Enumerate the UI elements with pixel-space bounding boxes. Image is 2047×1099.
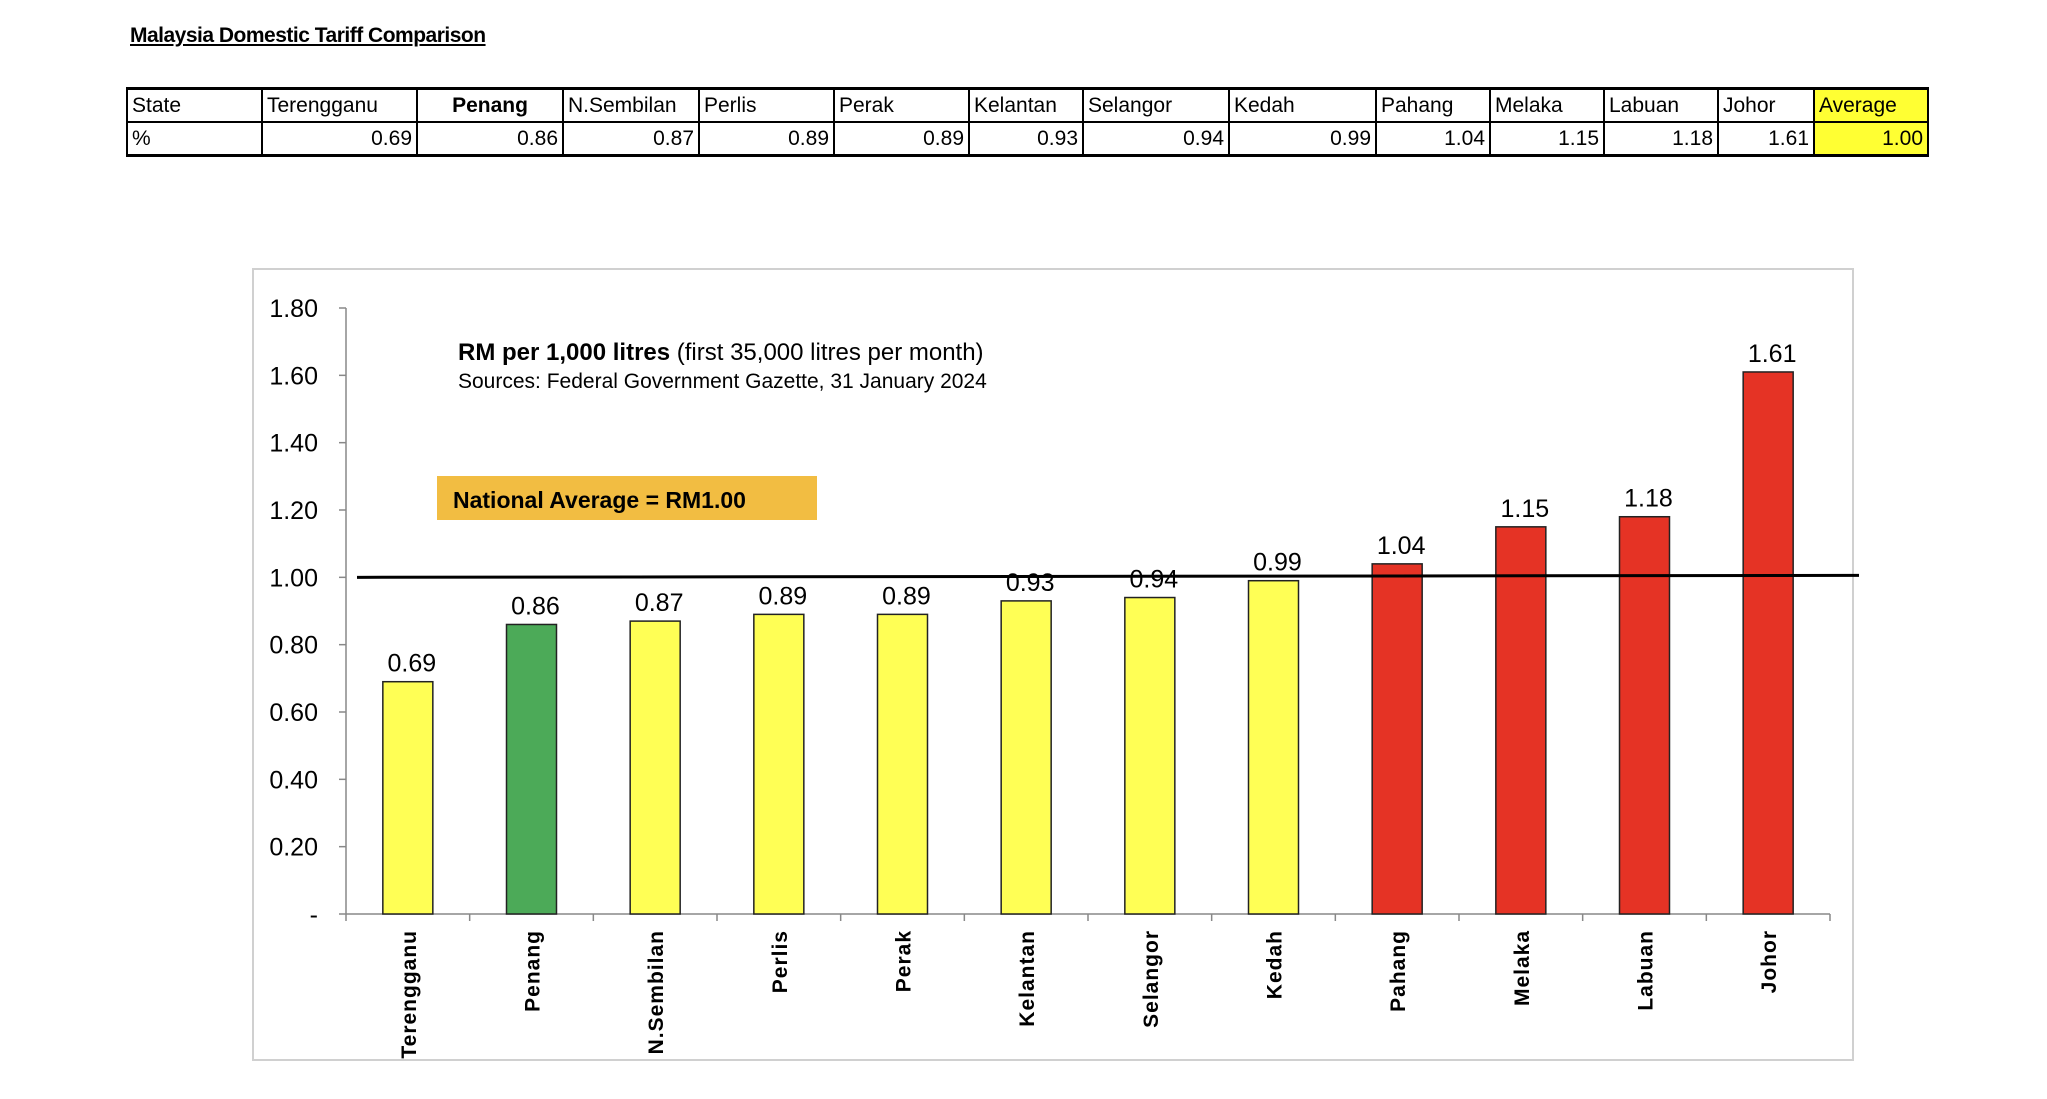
bar [1742,371,1794,915]
header-cell-state: State [126,87,263,123]
data-label: 0.99 [1253,549,1302,577]
bar [505,623,558,915]
y-tick-label: 1.20 [269,497,318,525]
data-label: 0.87 [635,589,684,617]
data-label: 0.69 [387,650,436,678]
tariff-table: State Terengganu Penang N.Sembilan Perlis Per… [126,87,1929,157]
state-cell: Average [1813,87,1929,123]
data-label: 0.93 [1006,569,1055,597]
bar [876,613,929,915]
state-cell: Kelantan [968,87,1084,123]
state-cell: N.Sembilan [562,87,700,123]
bar [1124,596,1176,915]
bar [629,620,681,915]
x-tick-label: Kedah [1264,930,1287,999]
x-tick-label: Melaka [1511,930,1534,1006]
data-label: 1.61 [1748,340,1797,368]
state-cell: Perlis [698,87,835,123]
x-tick-label: Terengganu [398,930,421,1059]
data-label: 1.18 [1624,485,1673,513]
x-tick-label: Labuan [1635,930,1658,1011]
national-average-line [356,573,1860,579]
state-cell: Terengganu [261,87,418,123]
bar [753,613,805,915]
chart-subtitle: Sources: Federal Government Gazette, 31 … [458,370,987,393]
data-label: 0.94 [1129,566,1178,594]
x-tick-label: Selangor [1140,930,1163,1028]
value-cell: 0.99 [1228,121,1377,157]
bar [1247,579,1300,915]
bar [1371,563,1423,915]
x-tick-label: Perak [893,930,916,992]
data-label: 1.04 [1377,532,1426,560]
y-tick-label: 0.40 [269,766,318,794]
bar [1618,515,1671,915]
y-tick-label: 1.00 [269,564,318,592]
value-cell: 1.15 [1489,121,1605,157]
data-label: 0.89 [758,582,807,610]
chart-title-suffix: (first 35,000 litres per month) [677,339,984,366]
value-cell: 1.61 [1717,121,1815,157]
value-cell: 1.04 [1375,121,1491,157]
data-label: 1.15 [1500,495,1549,523]
x-tick-label: Kelantan [1016,930,1039,1027]
value-cell: 0.93 [968,121,1084,157]
table-row-states: State Terengganu Penang N.Sembilan Perlis Per… [126,87,1929,123]
value-cell: 1.18 [1603,121,1719,157]
chart-title: RM per 1,000 litres (first 35,000 litres… [458,339,984,366]
value-cell: 1.00 [1813,121,1929,157]
bar [1000,600,1052,915]
state-cell: Kedah [1228,87,1377,123]
header-cell-percent: % [126,121,263,157]
value-cell: 0.69 [261,121,418,157]
state-cell: Pahang [1375,87,1491,123]
y-tick-label: 1.60 [269,362,318,390]
bar [1495,526,1547,915]
national-average-label: National Average = RM1.00 [453,487,746,513]
x-tick-label: Perlis [769,930,792,993]
x-tick-label: Penang [522,930,545,1012]
state-cell: Melaka [1489,87,1605,123]
chart-frame [252,268,1854,1061]
state-cell: Penang [416,87,564,123]
document-title: Malaysia Domestic Tariff Comparison [130,24,486,47]
y-tick-label: 0.60 [269,699,318,727]
chart-title-main: RM per 1,000 litres [458,339,677,366]
value-cell: 0.94 [1082,121,1230,157]
y-tick-label: 1.40 [269,430,318,458]
state-cell: Johor [1717,87,1815,123]
y-tick-label: 0.80 [269,632,318,660]
y-tick-label: 0.20 [269,834,318,862]
y-tick-label: 1.80 [269,295,318,323]
state-cell: Selangor [1082,87,1230,123]
data-label: 0.89 [882,582,931,610]
state-cell: Labuan [1603,87,1719,123]
value-cell: 0.89 [698,121,835,157]
data-label: 0.86 [511,592,560,620]
value-cell: 0.89 [833,121,970,157]
x-tick-label: Johor [1758,930,1781,993]
bar [382,680,434,915]
national-average-box [437,476,817,520]
x-tick-label: Pahang [1387,930,1410,1012]
value-cell: 0.87 [562,121,700,157]
y-tick-label: - [310,901,318,929]
table-row-values: % 0.69 0.86 0.87 0.89 0.89 0.93 0.94 0.99 1.04 1.1… [126,121,1929,157]
x-tick-label: N.Sembilan [645,930,668,1054]
state-cell: Perak [833,87,970,123]
value-cell: 0.86 [416,121,564,157]
